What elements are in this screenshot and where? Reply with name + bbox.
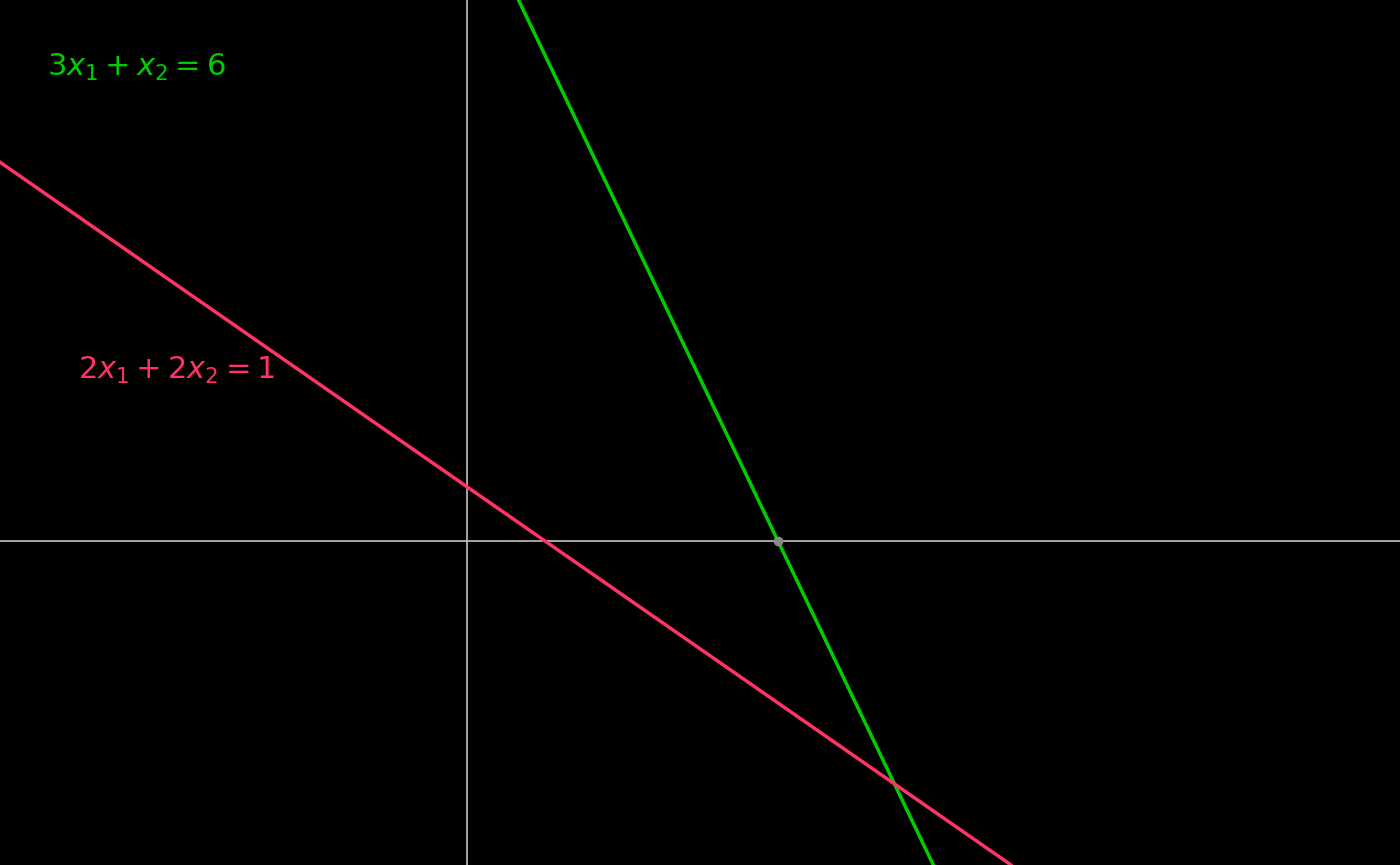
- Text: $3x_1 + x_2 = 6$: $3x_1 + x_2 = 6$: [46, 52, 225, 83]
- Text: $2x_1 + 2x_2 = 1$: $2x_1 + 2x_2 = 1$: [78, 355, 274, 386]
